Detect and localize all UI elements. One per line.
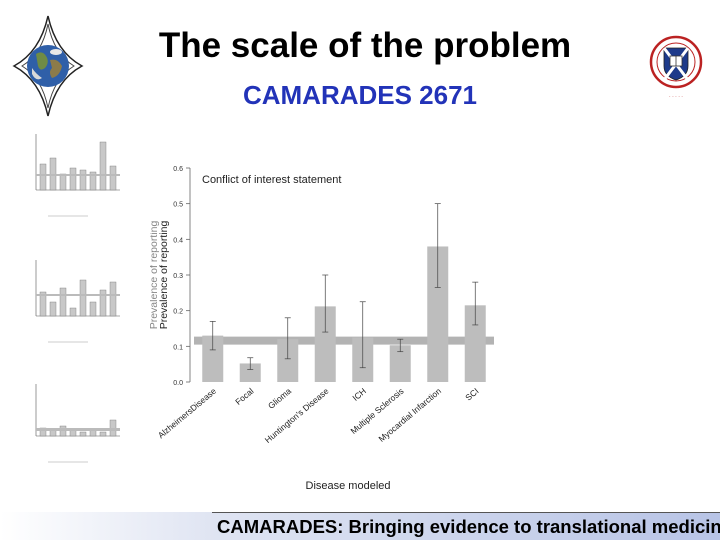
bar xyxy=(314,306,336,382)
slide-title: The scale of the problem xyxy=(158,26,572,65)
category-label: Glioma xyxy=(266,386,293,411)
chart-annotation: Conflict of interest statement xyxy=(202,174,341,186)
y-tick-label: 0.3 xyxy=(173,273,183,280)
y-tick-label: 0.5 xyxy=(173,202,183,209)
x-axis: AlzheimersDisease Focal GliomaHuntington's… xyxy=(156,386,481,445)
thumbnail-chart-1 xyxy=(35,134,120,217)
x-axis-label: Disease modeled xyxy=(306,480,391,492)
bar xyxy=(202,335,224,382)
thumbnail-charts xyxy=(35,134,120,463)
y-tick-label: 0.2 xyxy=(173,309,183,316)
category-label: ICH xyxy=(350,386,368,403)
y-axis-label-ghost: Prevalence of reporting xyxy=(150,221,160,330)
bar xyxy=(389,345,411,382)
footer-divider xyxy=(212,512,720,513)
footer-band xyxy=(0,512,720,540)
y-axis: 0.0 0.1 0.2 0.3 0.4 0.5 0.6 xyxy=(173,166,190,387)
y-tick-label: 0.6 xyxy=(173,166,183,173)
y-tick-label: 0.4 xyxy=(173,237,183,244)
thumbnail-chart-3 xyxy=(35,384,120,463)
footer-text: CAMARADES: Bringing evidence to translat… xyxy=(217,516,720,537)
university-crest-logo: · · · · · xyxy=(649,35,703,100)
bar xyxy=(239,363,261,382)
y-axis-label: Prevalence of reporting xyxy=(158,221,170,330)
svg-text:· · · · ·: · · · · · xyxy=(669,94,683,100)
bar xyxy=(427,246,449,382)
category-label: Huntington's Disease xyxy=(263,386,331,445)
y-tick-label: 0.0 xyxy=(173,380,183,387)
category-label: SCI xyxy=(463,386,480,403)
thumbnail-chart-2 xyxy=(35,260,120,343)
main-bar-chart: 0.0 0.1 0.2 0.3 0.4 0.5 0.6 AlzheimersDisease F… xyxy=(150,166,494,492)
category-label: Myocardial Infarction xyxy=(377,386,444,444)
category-label: AlzheimersDisease xyxy=(156,386,218,441)
bar xyxy=(277,339,299,382)
category-label: Focal xyxy=(233,386,255,407)
reference-line xyxy=(194,336,494,345)
globe-logo xyxy=(12,15,84,117)
bar xyxy=(464,305,486,382)
bars xyxy=(202,203,486,382)
y-tick-label: 0.1 xyxy=(173,344,183,351)
slide-subtitle: CAMARADES 2671 xyxy=(242,80,478,110)
